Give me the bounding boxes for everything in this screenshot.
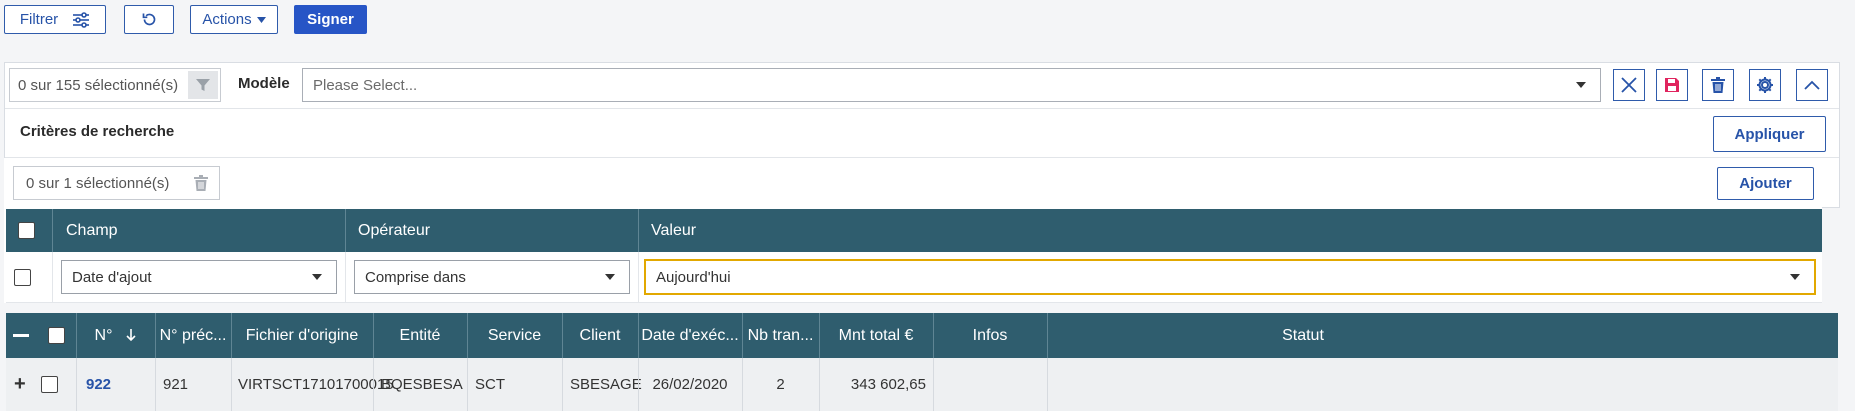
model-select[interactable]: Please Select... [302, 68, 1601, 102]
sign-button[interactable]: Signer [294, 5, 367, 34]
select-all-checkbox[interactable] [18, 222, 35, 239]
operator-select-value: Comprise dans [365, 268, 466, 286]
filter-label: Filtrer [19, 11, 59, 28]
gear-icon [1756, 76, 1774, 94]
criteria-header-value[interactable]: Valeur [651, 221, 697, 239]
col-number[interactable]: N° [76, 313, 155, 358]
apply-button[interactable]: Appliquer [1713, 116, 1826, 152]
col-infos[interactable]: Infos [972, 326, 1008, 344]
row-exec-date: 26/02/2020 [652, 376, 728, 393]
filter-button[interactable]: Filtrer [4, 5, 106, 34]
row-service: SCT [475, 376, 505, 393]
collapse-panel-button[interactable] [1796, 69, 1828, 101]
criteria-selection-box: 0 sur 1 sélectionné(s) [13, 166, 220, 200]
criteria-selection-count: 0 sur 1 sélectionné(s) [26, 174, 170, 192]
criteria-header: Champ Opérateur Valeur [6, 209, 1822, 252]
operator-select[interactable]: Comprise dans [354, 260, 630, 294]
caret-down-icon [312, 274, 322, 280]
add-criteria-button[interactable]: Ajouter [1717, 167, 1814, 200]
trash-icon [1711, 77, 1725, 93]
caret-down-icon [1576, 82, 1586, 88]
field-select-value: Date d'ajout [72, 268, 152, 286]
value-select[interactable]: Aujourd'hui [644, 259, 1816, 295]
col-entity[interactable]: Entité [399, 326, 441, 344]
row-origin-file: VIRTSCT17101700015 [238, 376, 394, 393]
row-prev-number: 921 [163, 376, 189, 393]
selection-count: 0 sur 155 sélectionné(s) [18, 76, 179, 94]
criteria-header-operator[interactable]: Opérateur [358, 221, 431, 239]
col-exec-date[interactable]: Date d'exéc... [641, 326, 739, 344]
caret-down-icon [1790, 274, 1800, 280]
clear-model-button[interactable] [1613, 69, 1645, 101]
col-nb-transactions[interactable]: Nb tran... [747, 326, 814, 344]
actions-button[interactable]: Actions [190, 5, 278, 34]
col-status[interactable]: Statut [1282, 326, 1324, 344]
model-placeholder: Please Select... [313, 76, 418, 94]
save-model-button[interactable] [1656, 69, 1688, 101]
grid-select-all[interactable] [36, 313, 76, 358]
sort-down-icon [126, 329, 137, 342]
collapse-icon [13, 333, 29, 338]
criteria-select-all[interactable] [18, 209, 35, 252]
close-icon [1620, 76, 1638, 94]
row-checkbox-cell[interactable] [41, 358, 58, 411]
caret-down-icon [256, 16, 266, 23]
sliders-icon [72, 11, 90, 28]
row-total-amount: 343 602,65 [850, 376, 926, 393]
refresh-icon [141, 11, 158, 28]
criteria-row: Date d'ajout Comprise dans Aujourd'hui [6, 252, 1822, 303]
expand-row-button[interactable]: + [14, 373, 26, 395]
col-client[interactable]: Client [579, 326, 621, 344]
row-nb-transactions: 2 [776, 376, 785, 393]
criteria-title: Critères de recherche [20, 123, 175, 140]
col-number-label: N° [94, 326, 113, 344]
selection-count-box: 0 sur 155 sélectionné(s) [9, 68, 221, 102]
col-total-amount[interactable]: Mnt total € [838, 326, 914, 344]
criteria-delete-button[interactable] [184, 168, 218, 198]
criteria-bar [5, 108, 1839, 158]
chevron-up-icon [1804, 80, 1820, 90]
toolbar: Filtrer Actions Signer [0, 0, 1855, 52]
refresh-button[interactable] [124, 5, 174, 34]
field-select[interactable]: Date d'ajout [61, 260, 337, 294]
row-checkbox[interactable] [41, 376, 58, 393]
col-origin-file[interactable]: Fichier d'origine [245, 326, 359, 344]
funnel-button[interactable] [188, 71, 218, 99]
col-service[interactable]: Service [487, 326, 542, 344]
grid-select-all-checkbox[interactable] [47, 327, 65, 344]
delete-model-button[interactable] [1702, 69, 1734, 101]
actions-label: Actions [202, 11, 252, 28]
collapse-all-button[interactable] [6, 313, 36, 358]
trash-icon [194, 175, 208, 191]
value-select-value: Aujourd'hui [656, 268, 731, 286]
table-row[interactable]: + 922 921 VIRTSCT17101700015 BQESBESA SC… [6, 358, 1838, 411]
criteria-header-field[interactable]: Champ [66, 221, 118, 239]
settings-button[interactable] [1749, 69, 1781, 101]
caret-down-icon [605, 274, 615, 280]
col-prev-number[interactable]: N° préc... [159, 326, 227, 344]
grid-header: N° N° préc... Fichier d'origine Entité S… [6, 313, 1838, 358]
row-client: SBESAGE [570, 376, 642, 393]
save-icon [1664, 77, 1680, 93]
row-entity: BQESBESA [381, 376, 463, 393]
row-number-link[interactable]: 922 [86, 376, 112, 393]
criteria-row-checkbox[interactable] [14, 269, 31, 286]
funnel-icon [196, 78, 210, 92]
model-label: Modèle [238, 75, 290, 92]
